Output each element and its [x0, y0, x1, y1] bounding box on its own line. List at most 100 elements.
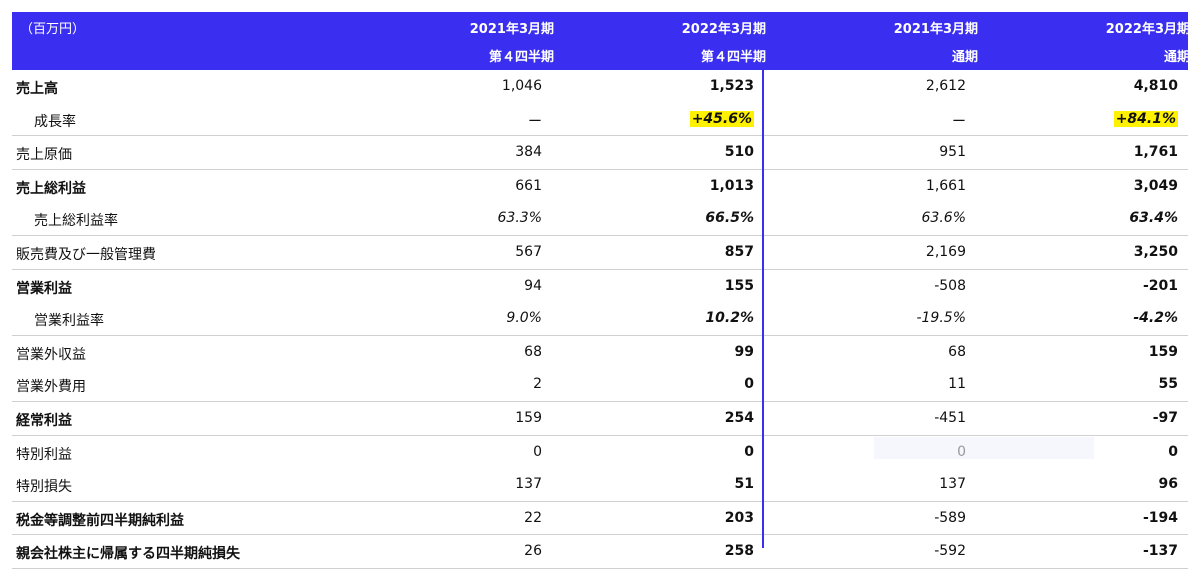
- row-label: 成長率: [34, 113, 76, 130]
- cell: 1,013: [709, 177, 754, 194]
- cell: ー: [528, 113, 542, 130]
- financial-table: （百万円） 2021年3月期 第４四半期 2022年3月期 第４四半期 2021…: [12, 12, 1190, 569]
- cell: 137: [939, 476, 966, 493]
- divider-line: [762, 70, 764, 548]
- row-label: 販売費及び一般管理費: [16, 246, 156, 263]
- cell: 1,046: [501, 78, 542, 94]
- cell: -4.2%: [1133, 310, 1178, 327]
- cell: 63.4%: [1129, 210, 1178, 227]
- cell: 10.2%: [705, 310, 754, 327]
- row-label: 税金等調整前四半期純利益: [16, 512, 184, 529]
- col4-period: 2022年3月期: [1105, 22, 1190, 37]
- cell: 22: [524, 509, 542, 526]
- row-label: 特別損失: [16, 479, 72, 496]
- cell: 661: [515, 177, 542, 194]
- table-row: 売上総利益 661 1,013 1,661 3,049: [12, 170, 1188, 203]
- table-row: 特別損失 137 51 137 96: [12, 468, 1188, 502]
- row-label: 親会社株主に帰属する四半期純損失: [16, 546, 240, 563]
- cell: 1,661: [925, 177, 966, 194]
- col3-sub: 通期: [951, 50, 978, 65]
- cell: 203: [724, 509, 754, 526]
- cell: -589: [934, 509, 966, 526]
- table-row: 成長率 ー +45.6% ー +84.1%: [12, 103, 1188, 137]
- cell: 951: [939, 144, 966, 161]
- cell: 2: [533, 376, 542, 393]
- row-label: 売上総利益: [16, 180, 86, 197]
- cell: 99: [734, 343, 754, 360]
- cell: 63.3%: [497, 210, 542, 227]
- table-header: （百万円） 2021年3月期 第４四半期 2022年3月期 第４四半期 2021…: [12, 12, 1190, 70]
- cell: -194: [1142, 509, 1178, 526]
- row-label: 特別利益: [16, 446, 72, 463]
- cell: 96: [1158, 476, 1178, 493]
- table-row: 売上総利益率 63.3% 66.5% 63.6% 63.4%: [12, 202, 1188, 236]
- table-row: 親会社株主に帰属する四半期純損失 26 258 -592 -137: [12, 535, 1188, 569]
- cell: -201: [1142, 277, 1178, 294]
- cell: 1,761: [1133, 144, 1178, 161]
- row-label: 売上高: [16, 81, 58, 97]
- cell: -451: [934, 409, 966, 426]
- cell: -508: [934, 277, 966, 294]
- cell: 0: [744, 376, 754, 393]
- col2-period: 2022年3月期: [681, 22, 766, 37]
- row-label: 営業外費用: [16, 379, 86, 396]
- row-label: 売上総利益率: [34, 213, 118, 230]
- cell: 857: [724, 243, 754, 260]
- cell: 26: [524, 543, 542, 560]
- cell: 51: [734, 476, 754, 493]
- watermark: [874, 437, 1094, 459]
- cell: +45.6%: [554, 110, 754, 127]
- col4-sub: 通期: [1163, 50, 1190, 65]
- cell: ー: [952, 113, 966, 130]
- cell: 3,250: [1133, 243, 1178, 260]
- cell: 66.5%: [705, 210, 754, 227]
- col3-period: 2021年3月期: [893, 22, 978, 37]
- cell: 384: [515, 144, 542, 161]
- row-label: 営業利益率: [34, 313, 104, 330]
- cell: 0: [744, 443, 754, 460]
- cell: 68: [948, 343, 966, 360]
- cell: 254: [724, 409, 754, 426]
- table-row: 売上高 1,046 1,523 2,612 4,810: [12, 70, 1188, 103]
- cell: 155: [724, 277, 754, 294]
- cell: 68: [524, 343, 542, 360]
- cell: 63.6%: [921, 210, 966, 227]
- cell: 0: [533, 443, 542, 460]
- cell: 510: [724, 144, 754, 161]
- table-row: 営業利益 94 155 -508 -201: [12, 270, 1188, 303]
- table-row: 売上原価 384 510 951 1,761: [12, 136, 1188, 170]
- cell: -19.5%: [916, 310, 966, 327]
- cell: 11: [948, 376, 966, 393]
- table-row: 販売費及び一般管理費 567 857 2,169 3,250: [12, 236, 1188, 270]
- cell: 2,612: [925, 78, 966, 94]
- table-row: 税金等調整前四半期純利益 22 203 -589 -194: [12, 502, 1188, 536]
- cell: 2,169: [925, 243, 966, 260]
- cell: 55: [1158, 376, 1178, 393]
- highlight: +84.1%: [1113, 110, 1178, 127]
- table-row: 経常利益 159 254 -451 -97: [12, 402, 1188, 436]
- unit-label: （百万円）: [20, 22, 86, 37]
- cell: 258: [724, 543, 754, 560]
- cell: +84.1%: [978, 110, 1178, 127]
- cell: 3,049: [1133, 177, 1178, 194]
- cell: -137: [1142, 543, 1178, 560]
- col1-sub: 第４四半期: [488, 50, 554, 65]
- highlight: +45.6%: [689, 110, 754, 127]
- table-row: 営業外収益 68 99 68 159: [12, 336, 1188, 369]
- cell: 94: [524, 277, 542, 294]
- cell: 567: [515, 243, 542, 260]
- row-label: 経常利益: [16, 412, 72, 429]
- row-label: 売上原価: [16, 147, 72, 164]
- col1-period: 2021年3月期: [469, 22, 554, 37]
- row-label: 営業利益: [16, 280, 72, 297]
- cell: 0: [1168, 443, 1178, 460]
- cell: 137: [515, 476, 542, 493]
- cell: 9.0%: [506, 310, 542, 327]
- cell: 1,523: [709, 78, 754, 94]
- cell: -592: [934, 543, 966, 560]
- table-row: 営業利益率 9.0% 10.2% -19.5% -4.2%: [12, 302, 1188, 336]
- cell: 159: [1148, 343, 1178, 360]
- cell: -97: [1152, 409, 1178, 426]
- row-label: 営業外収益: [16, 346, 86, 363]
- col2-sub: 第４四半期: [700, 50, 766, 65]
